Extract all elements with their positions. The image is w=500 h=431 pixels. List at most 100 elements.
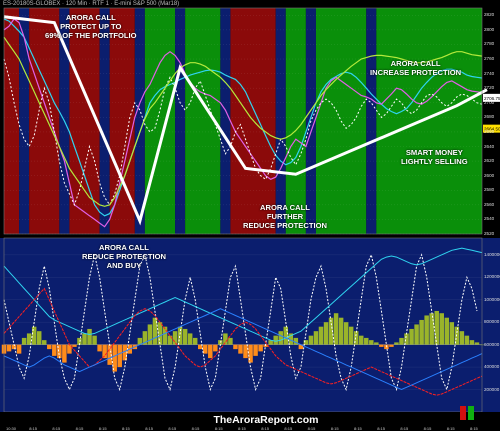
x-tick-label: 8:15 [122,426,130,431]
histogram-bar [419,319,424,345]
footer-red-bar [460,406,466,420]
lower-y-tick-label: 400000 [484,364,500,370]
histogram-bar [424,315,429,345]
histogram-bar [338,317,344,345]
histogram-bar [328,317,334,345]
histogram-bar [182,328,188,345]
x-tick-label: 8:15 [238,426,246,431]
annotation-buy: ARORA CALL REDUCE PROTECTION AND BUY [82,243,166,270]
lower-line-white-dotted [3,253,478,392]
histogram-bar [283,326,289,345]
histogram-bar [474,342,480,345]
series-lines [3,18,483,228]
histogram-bar [107,344,112,365]
series-line-white-dotted [3,58,483,207]
histogram-bar [11,344,17,350]
y-tick-label: 2540 [484,216,495,222]
histogram-bar [444,317,450,345]
x-tick-label: 8:15 [145,426,153,431]
chart-title: ES-20180S-GLOBEX · 120 Min · RTF 1 · E-m… [3,1,180,7]
histogram-bar [333,313,339,345]
upper-frame [3,7,483,235]
y-tick-label: 2760 [484,56,495,62]
x-tick-label: 8:15 [52,426,61,431]
x-tick-label: 8:15 [75,426,84,431]
lower-y-tick-label: 1400000 [484,251,500,257]
histogram-bar [177,326,183,345]
x-tick-label: 8:15 [168,426,177,431]
histogram-bar [152,317,158,345]
panel-separator [0,234,500,238]
background-band [144,8,176,234]
arora-trend-line [3,15,488,226]
histogram-bar [369,340,374,345]
lower-indicator-lines [3,247,483,396]
y-tick-label: 2720 [484,85,495,91]
histogram-bar [67,344,72,354]
background-band [220,8,231,234]
y-tick-label: 2560 [484,201,495,207]
price-badge-label: 2706.75 [484,96,500,101]
histogram-bar [348,326,354,345]
histogram-bar [253,344,258,356]
histogram-bar [238,344,243,354]
histogram-bar [434,310,439,345]
background-band [19,8,30,234]
background-band [275,8,286,234]
annotation-protect: ARORA CALL PROTECT UP TO 69% OF THE PORT… [45,13,137,40]
histogram-bar [374,342,379,345]
y-tick-label: 2600 [484,172,495,178]
background-band [376,8,482,234]
histogram-bar [459,331,465,345]
histogram-bar [323,322,329,345]
histogram-bar [464,335,470,345]
x-tick-label: 8:15 [330,426,339,431]
footer-green-bar [468,406,474,420]
histogram-bar [243,344,248,359]
annotation-smart-money: SMART MONEY LIGHTLY SELLING [401,148,468,166]
background-band [366,8,377,234]
lower-y-tick-label: 800000 [484,319,500,325]
histogram-bar [298,344,304,350]
x-tick-label: 8:15 [423,426,432,431]
x-tick-label: 8:15 [446,426,455,431]
x-tick-label: 8:15 [470,426,478,431]
x-tick-label: 8:15 [261,426,269,431]
histogram-bar [147,324,153,345]
y-tick-label: 2660 [484,128,495,134]
histogram-bar [288,333,294,345]
x-tick-label: 8:15 [377,426,385,431]
histogram-bar [233,344,238,350]
background-band [175,8,186,234]
x-tick-label: 8:15 [191,426,200,431]
histogram-bar [258,344,263,352]
histogram-bar [102,344,107,359]
histogram-bar [414,324,419,345]
histogram-bar [21,337,27,345]
histogram-bar [36,331,42,345]
series-line-lime [3,36,483,207]
histogram-bar [142,331,148,345]
histogram-bar [293,337,299,345]
x-tick-label: 8:15 [29,426,37,431]
watermark: TheAroraReport.com [213,414,319,426]
histogram-bar [404,333,409,345]
price-badges: 2706.75 2664.50 [483,93,500,133]
histogram-bar [82,333,87,345]
histogram-bar [429,313,434,345]
histogram-bar [192,337,198,345]
price-badge-label: 2664.50 [484,127,500,132]
histogram-bar [409,328,414,345]
lower-line-red [3,287,483,396]
histogram-bar [394,342,399,345]
background-band [285,8,306,234]
y-tick-label: 2680 [484,114,495,120]
y-tick-label: 2620 [484,158,495,164]
histogram-bar [92,335,97,345]
histogram-bar [268,340,273,345]
y-tick-label: 2780 [484,41,495,47]
histogram-bar [26,333,32,345]
histogram-bar [308,335,314,345]
histogram-bar [343,322,349,345]
